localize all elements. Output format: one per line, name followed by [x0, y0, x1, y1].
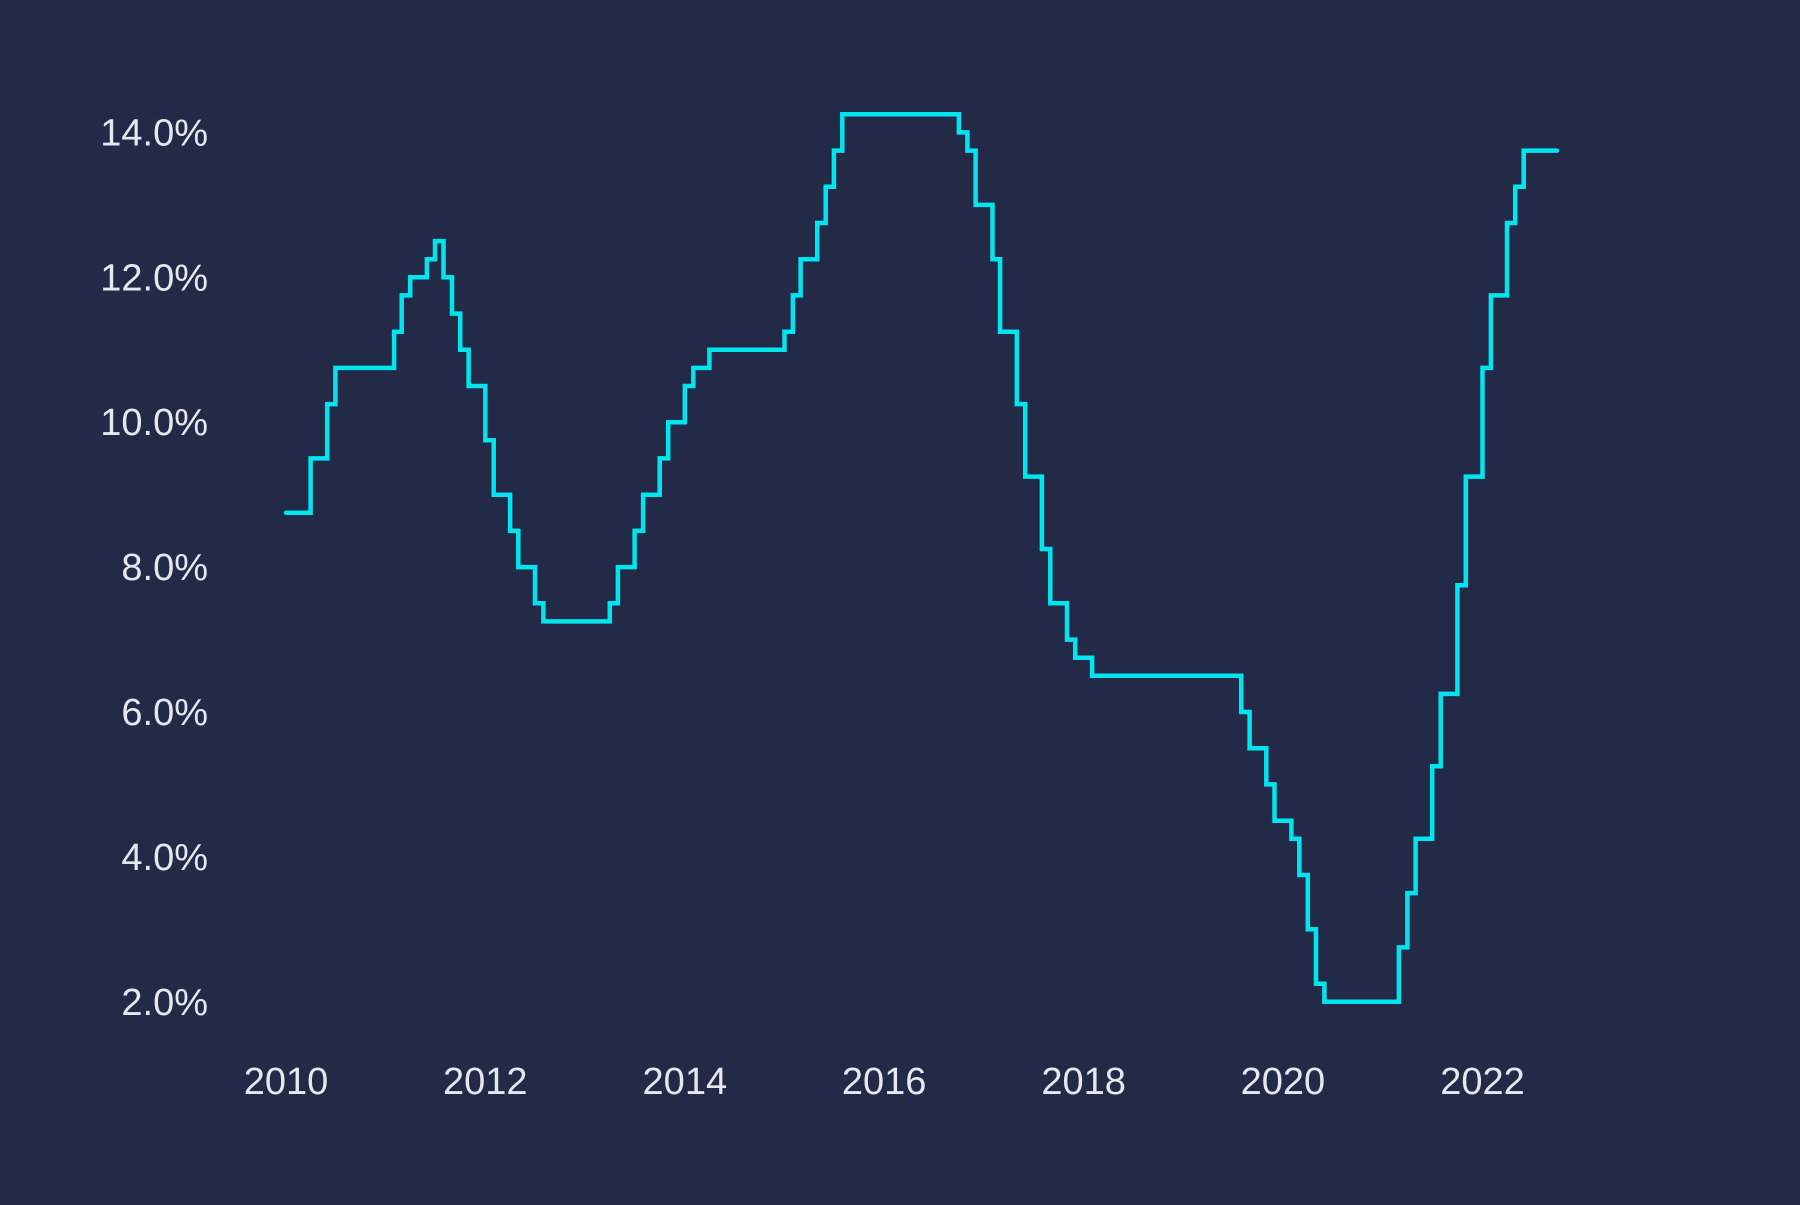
y-tick-label: 4.0% [121, 837, 208, 879]
x-tick-label: 2014 [643, 1061, 728, 1103]
x-tick-label: 2022 [1440, 1061, 1525, 1103]
x-tick-label: 2020 [1241, 1061, 1326, 1103]
y-tick-label: 6.0% [121, 692, 208, 734]
y-tick-label: 2.0% [121, 982, 208, 1024]
x-tick-label: 2012 [443, 1061, 528, 1103]
y-tick-label: 12.0% [100, 257, 208, 299]
x-axis: 2010 2012 2014 2016 2018 2020 2022 [244, 1061, 1525, 1103]
y-tick-label: 14.0% [100, 112, 208, 154]
y-tick-label: 8.0% [121, 547, 208, 589]
x-tick-label: 2016 [842, 1061, 927, 1103]
x-tick-label: 2010 [244, 1061, 329, 1103]
y-axis: 2.0% 4.0% 6.0% 8.0% 10.0% 12.0% 14.0% [100, 112, 208, 1023]
x-tick-label: 2018 [1041, 1061, 1126, 1103]
y-tick-label: 10.0% [100, 402, 208, 444]
series-line-0 [283, 112, 1560, 1005]
series-layer [283, 112, 1560, 1005]
